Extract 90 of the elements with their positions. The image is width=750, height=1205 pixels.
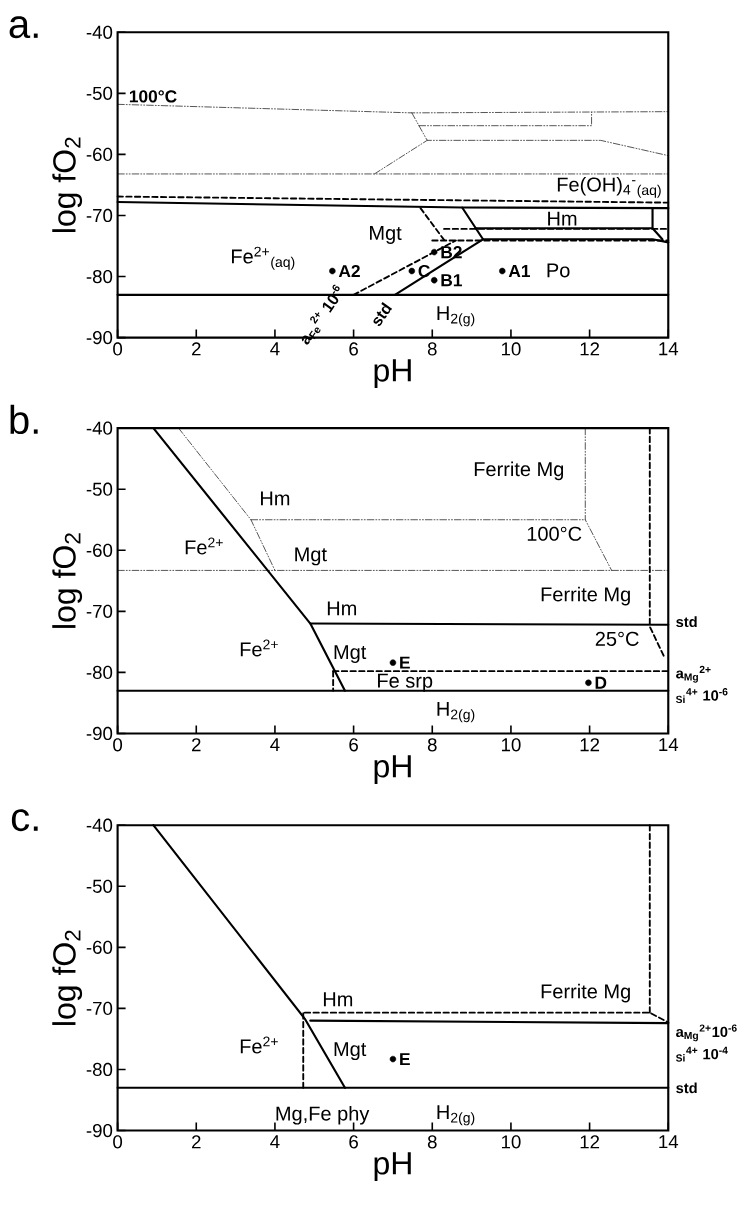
x-tick-label: 0	[113, 342, 123, 356]
text: Si$^{4+}$ 10$^{-4}$	[675, 1046, 728, 1062]
chart-title: c.	[11, 809, 38, 832]
annotation: Mgt	[370, 226, 402, 244]
y-axis-title: log fO$_{2}$	[52, 137, 83, 233]
text: a$_{Mg}$2+	[676, 665, 711, 683]
y-tick-label: -50	[86, 86, 113, 100]
x-tick-label: 2	[192, 738, 201, 752]
annotation: H$_{2(g)}$	[437, 702, 475, 723]
x-tick-label: 10	[501, 1135, 521, 1149]
x-tick-label: 6	[349, 738, 358, 752]
annotation: Ferrite Mg	[541, 983, 630, 1003]
y-tick-label: -70	[86, 604, 113, 618]
y-tick-label: -80	[86, 665, 113, 680]
annotation: Fe$^{2+}$	[185, 537, 223, 555]
y-tick-label: -40	[86, 818, 113, 832]
x-axis-title: pH	[374, 1152, 411, 1181]
y-tick-label: -70	[86, 1001, 113, 1016]
annotation: H$_{2(g)}$	[437, 1105, 475, 1126]
annotation: D	[595, 676, 607, 689]
x-tick-label: 14	[659, 1135, 679, 1149]
y-tick-label: -40	[86, 25, 113, 39]
annotation: 100°C	[129, 90, 177, 103]
annotation: Hm	[261, 491, 290, 506]
chart-title: a.	[9, 16, 38, 39]
y-axis-title: log fO$_{2}$	[52, 930, 83, 1025]
x-tick-label: 2	[192, 1135, 201, 1149]
y-tick-label: -60	[86, 147, 113, 162]
y-tick-label: -80	[86, 269, 113, 284]
y-tick-label: -80	[86, 1062, 113, 1077]
x-tick-label: 12	[580, 342, 600, 356]
x-tick-label: 6	[349, 1135, 358, 1149]
annotation: Fe$^{2+}$(aq)	[232, 246, 295, 270]
annotation: E	[400, 656, 410, 669]
y-tick-label: -40	[86, 421, 113, 435]
annotation: 25°C	[595, 631, 639, 646]
text: Si$^{4+}$ 10$^{-6}$	[675, 688, 728, 704]
annotation: Mgt	[334, 645, 367, 664]
annotation: A2	[338, 264, 360, 278]
annotation: Ferrite Mg	[474, 461, 564, 481]
annotation: Po	[547, 263, 570, 278]
x-tick-label: 12	[580, 738, 600, 752]
x-tick-label: 14	[659, 342, 679, 356]
annotation: Hm	[323, 992, 353, 1007]
x-axis-title: pH	[374, 359, 411, 389]
annotation: Mgt	[334, 1042, 367, 1061]
x-tick-label: 6	[349, 342, 358, 356]
annotation: std	[373, 302, 393, 327]
y-tick-label: -70	[86, 208, 113, 223]
annotation: A1	[508, 265, 530, 277]
text: a$_{Mg}$$^{2+}$10$^{-6}$	[676, 1024, 737, 1042]
annotation: Fe(OH)$_{4}$-(aq)	[557, 176, 661, 198]
y-tick-label: -60	[86, 940, 113, 954]
x-tick-label: 4	[270, 738, 280, 752]
x-tick-label: 2	[192, 342, 201, 356]
annotation: 100°C	[527, 526, 582, 541]
annotation: Fe$^{2+}$	[240, 1036, 278, 1054]
x-tick-label: 0	[113, 1135, 123, 1149]
x-tick-label: 0	[113, 738, 123, 752]
x-tick-label: 8	[427, 738, 437, 752]
y-tick-label: -60	[86, 543, 113, 557]
y-tick-label: -90	[86, 1123, 113, 1138]
annotation: Mgt	[295, 547, 327, 566]
chart-title: b.	[10, 404, 38, 435]
x-tick-label: 8	[427, 1135, 437, 1149]
text: std	[676, 1082, 697, 1094]
x-tick-label: 10	[501, 738, 521, 752]
y-tick-label: -90	[86, 726, 113, 741]
annotation: Ferrite Mg	[541, 586, 630, 606]
text: std	[676, 616, 697, 628]
y-tick-label: -90	[86, 330, 113, 345]
annotation: Mg,Fe phy	[276, 1105, 370, 1125]
x-tick-label: 10	[501, 342, 521, 356]
x-tick-label: 12	[580, 1135, 600, 1149]
x-tick-label: 14	[659, 738, 679, 752]
annotation: B2	[441, 246, 462, 259]
y-axis-title: log fO$_{2}$	[52, 533, 83, 628]
annotation: E	[400, 1053, 410, 1066]
annotation: Hm	[327, 601, 357, 616]
annotation: B1	[441, 274, 462, 287]
x-tick-label: 4	[270, 342, 280, 356]
annotation: Fe srp	[378, 673, 433, 692]
annotation: Hm	[548, 211, 577, 226]
y-tick-label: -50	[86, 879, 113, 893]
x-tick-label: 4	[270, 1135, 280, 1149]
x-axis-title: pH	[374, 755, 411, 784]
y-tick-label: -50	[86, 482, 113, 496]
annotation: Fe$^{2+}$	[240, 639, 278, 657]
x-tick-label: 8	[427, 342, 437, 356]
annotation: H$_{2(g)}$	[437, 306, 475, 327]
